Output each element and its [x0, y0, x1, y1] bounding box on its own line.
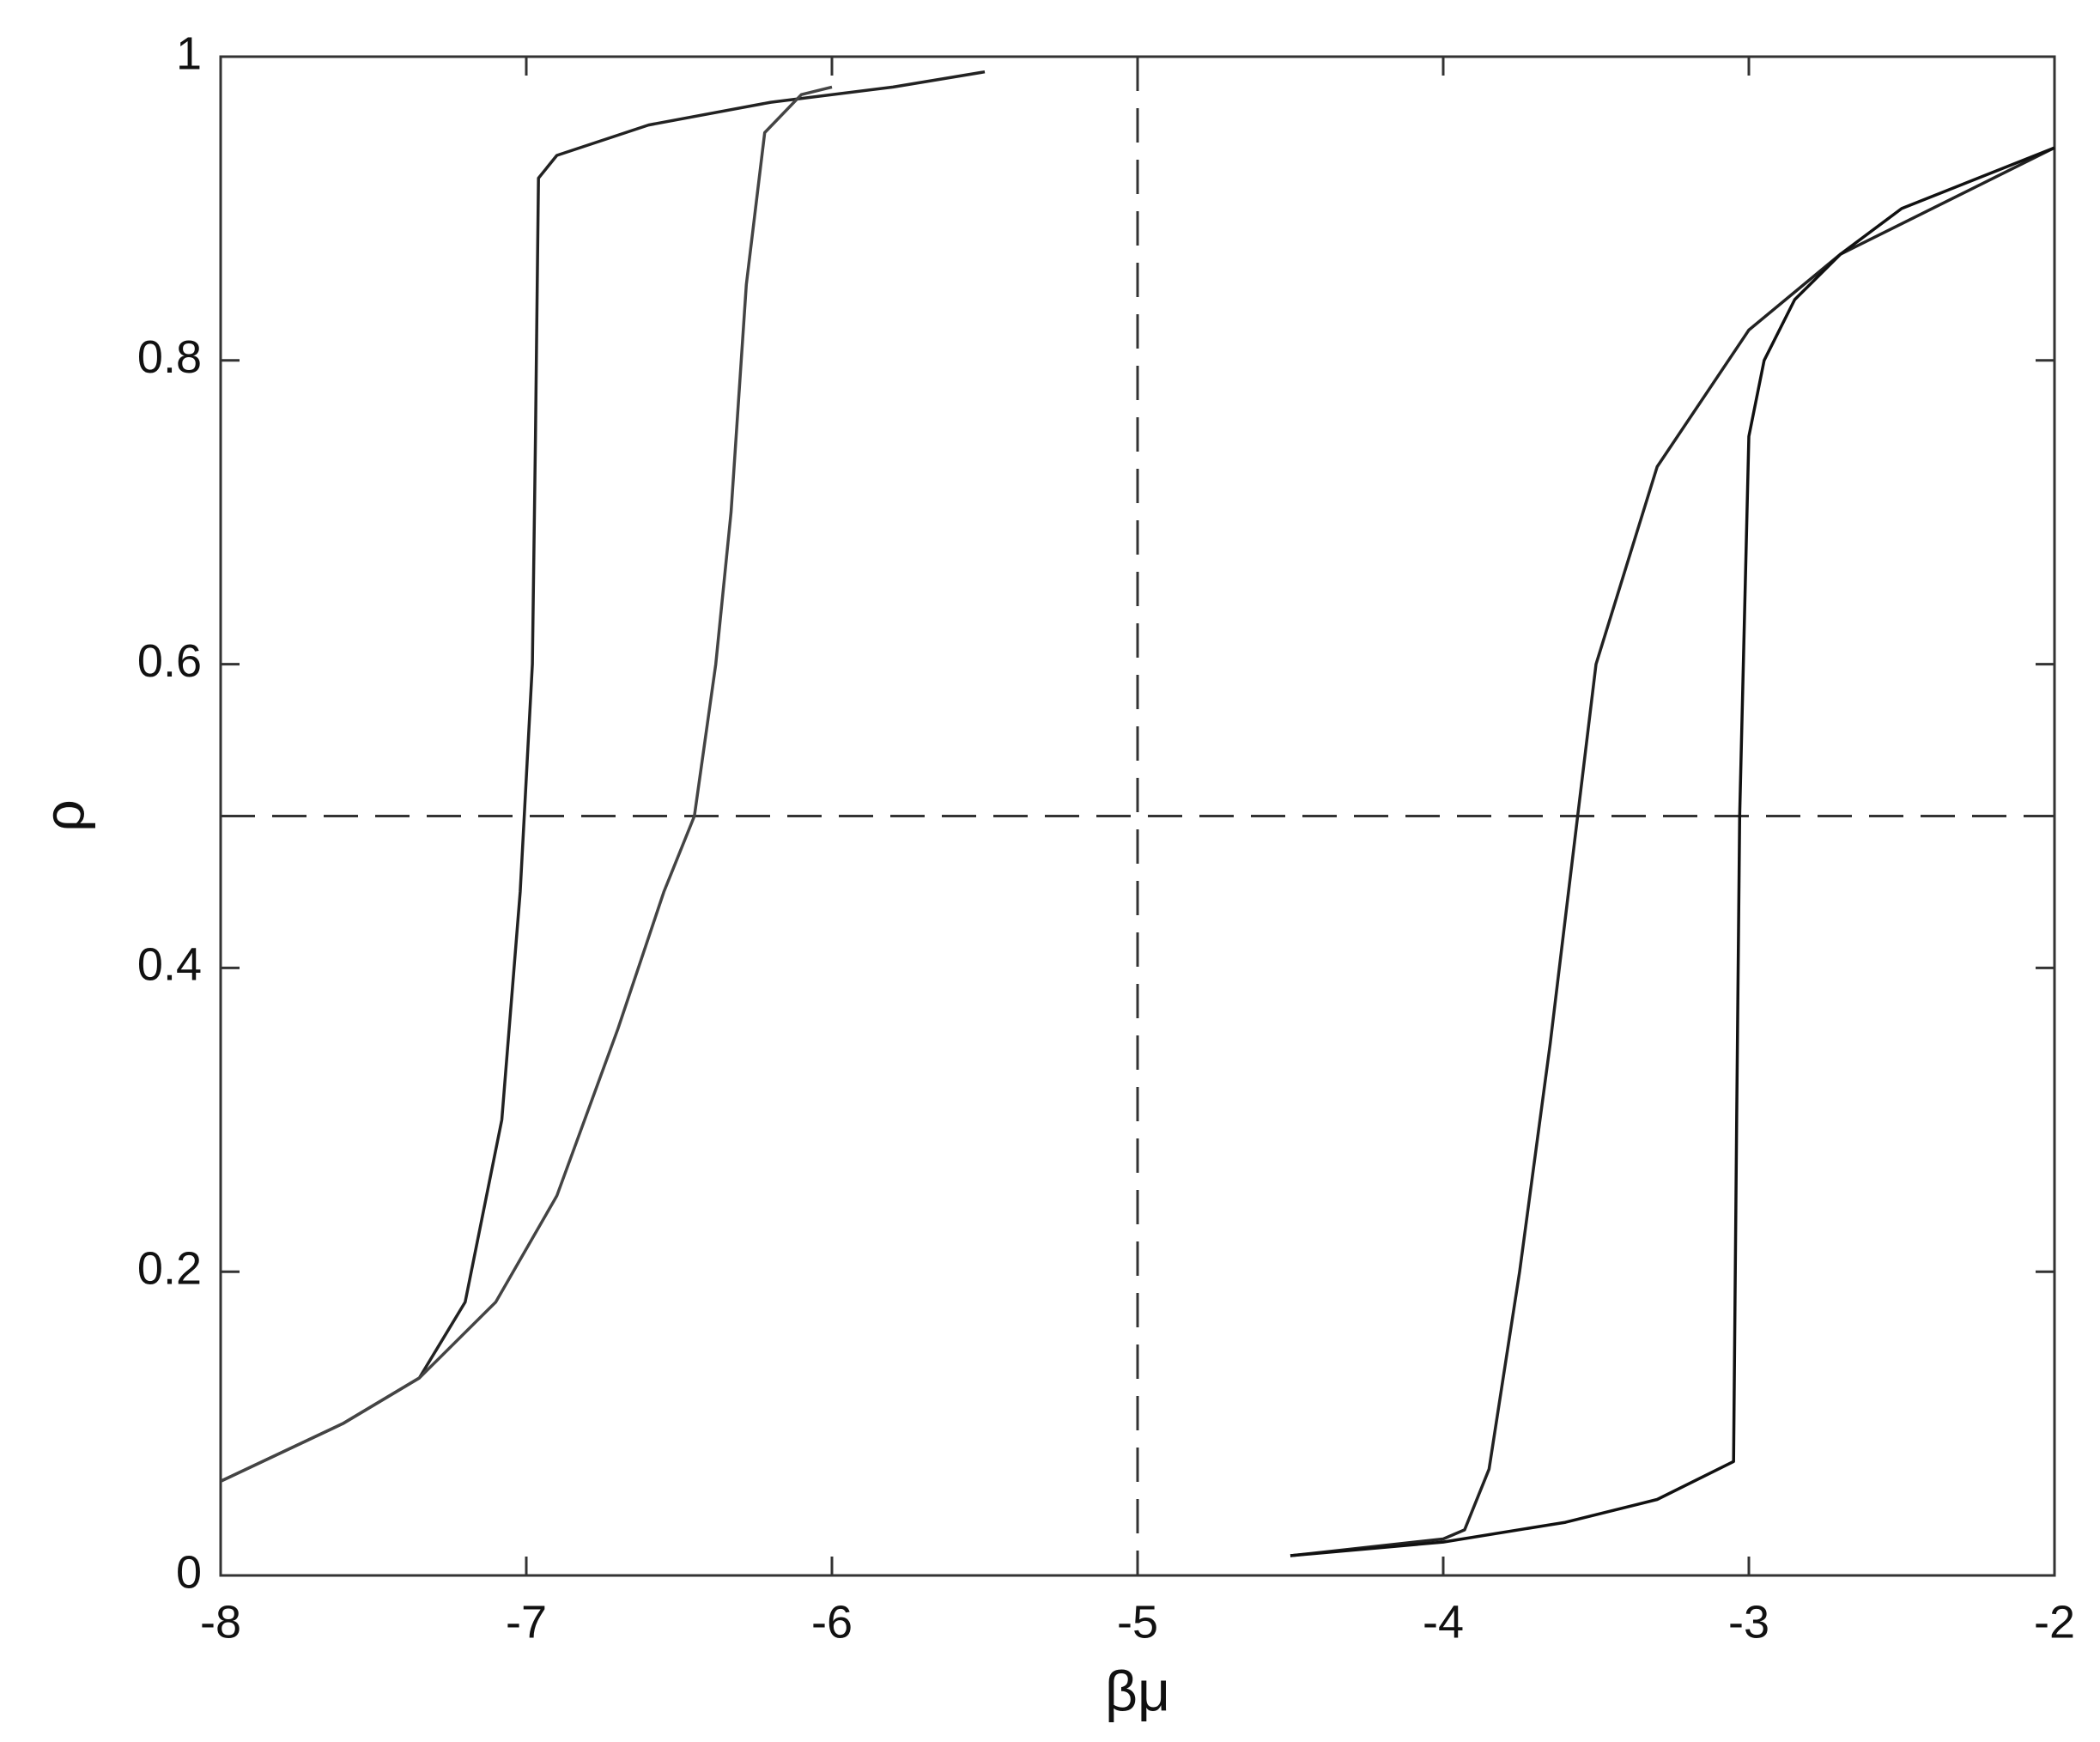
- y-tick-label: 1: [176, 27, 202, 79]
- y-tick-label: 0.6: [137, 635, 202, 687]
- data-line: [220, 70, 986, 1483]
- y-tick-label: 0.4: [137, 939, 202, 991]
- x-tick-label: -6: [811, 1596, 853, 1648]
- x-axis-label: βμ: [1105, 1659, 1170, 1722]
- y-axis-label: ρ: [32, 799, 95, 832]
- y-tick-label: 0.2: [137, 1242, 202, 1294]
- data-line: [220, 85, 833, 1483]
- x-tick-label: -2: [2034, 1596, 2075, 1648]
- data-line: [1290, 146, 2055, 1557]
- x-tick-label: -3: [1728, 1596, 1769, 1648]
- x-tick-label: -7: [506, 1596, 547, 1648]
- x-tick-label: -5: [1117, 1596, 1158, 1648]
- y-tick-label: 0: [176, 1546, 202, 1598]
- data-line: [1290, 146, 2055, 1557]
- x-tick-label: -8: [200, 1596, 241, 1648]
- x-tick-label: -4: [1423, 1596, 1464, 1648]
- y-tick-label: 0.8: [137, 331, 202, 383]
